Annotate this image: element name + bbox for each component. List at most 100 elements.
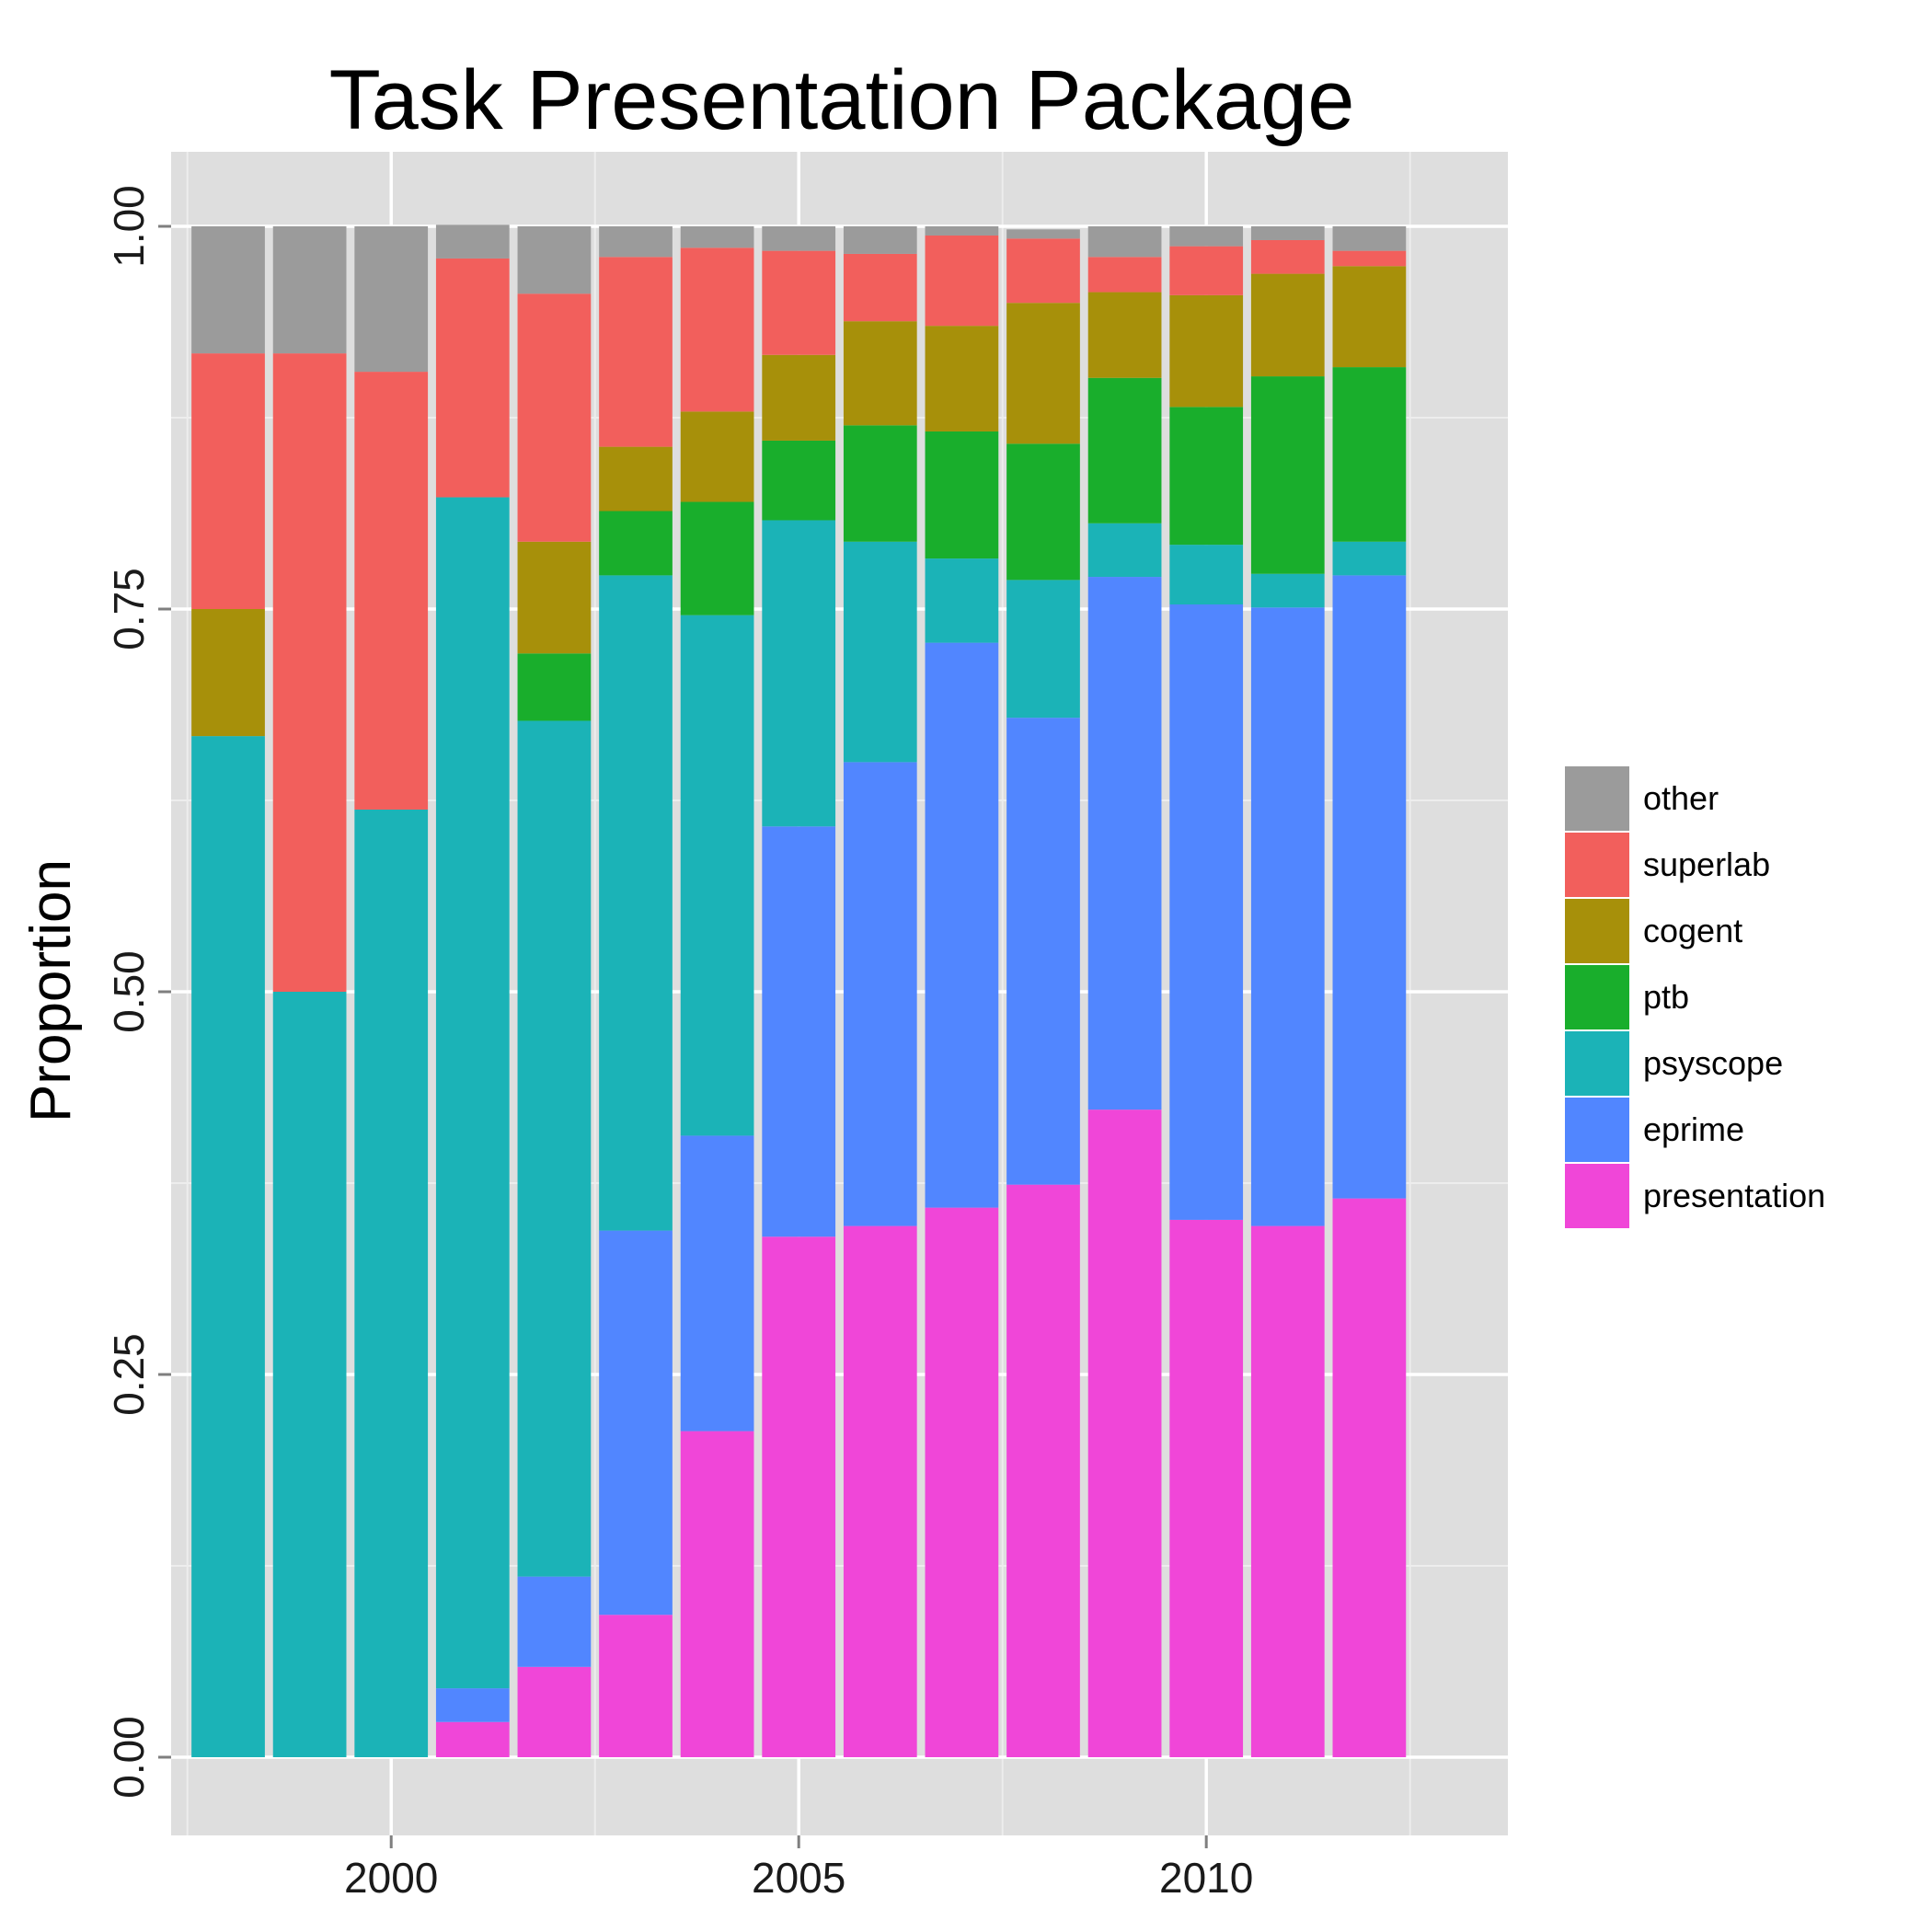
bar-segment-psyscope-2008 bbox=[1006, 580, 1080, 719]
bar-segment-ptb-2012 bbox=[1332, 367, 1407, 542]
bar-segment-eprime-2003 bbox=[599, 1230, 673, 1616]
bar-segment-eprime-2006 bbox=[843, 762, 917, 1226]
legend-label-superlab: superlab bbox=[1643, 845, 1770, 883]
bar-segment-psyscope-2004 bbox=[680, 615, 754, 1136]
bar-segment-ptb-2008 bbox=[1006, 443, 1080, 581]
bar-segment-psyscope-1999 bbox=[272, 992, 347, 1757]
bar-segment-superlab-2008 bbox=[1006, 238, 1080, 304]
bar-segment-psyscope-2001 bbox=[435, 497, 510, 1689]
bar-segment-eprime-2008 bbox=[1006, 718, 1080, 1185]
bar-segment-cogent-2009 bbox=[1087, 292, 1162, 378]
legend-label-cogent: cogent bbox=[1643, 912, 1742, 949]
bar-segment-presentation-2010 bbox=[1169, 1219, 1244, 1757]
bar-segment-presentation-2004 bbox=[680, 1431, 754, 1757]
bar-segment-other-2005 bbox=[762, 226, 836, 251]
bar-segment-other-1998 bbox=[191, 226, 265, 354]
bar-segment-eprime-2007 bbox=[925, 642, 999, 1208]
bar-segment-psyscope-2009 bbox=[1087, 523, 1162, 578]
bar-segment-eprime-2002 bbox=[517, 1576, 592, 1667]
legend-key-ptb bbox=[1563, 963, 1631, 1031]
bar-segment-eprime-2011 bbox=[1250, 607, 1325, 1226]
bar-segment-other-2004 bbox=[680, 226, 754, 248]
bar-segment-other-1999 bbox=[272, 226, 347, 354]
bar-segment-cogent-2005 bbox=[762, 354, 836, 441]
bar-segment-presentation-2012 bbox=[1332, 1198, 1407, 1757]
bar-segment-superlab-2004 bbox=[680, 247, 754, 412]
y-tick-label: 0.50 bbox=[105, 950, 153, 1033]
bar-segment-presentation-2007 bbox=[925, 1207, 999, 1757]
bar-segment-cogent-2010 bbox=[1169, 294, 1244, 408]
y-tick-label: 0.75 bbox=[105, 568, 153, 650]
bar-segment-ptb-2002 bbox=[517, 653, 592, 721]
bar-segment-ptb-2003 bbox=[599, 511, 673, 576]
bar-segment-other-2000 bbox=[354, 226, 429, 373]
legend: other superlab cogent ptb psyscope eprime pres… bbox=[1563, 765, 1825, 1230]
bar-segment-cogent-2006 bbox=[843, 321, 917, 426]
bar-segment-superlab-2006 bbox=[843, 253, 917, 322]
bar-segment-ptb-2009 bbox=[1087, 377, 1162, 523]
bar-segment-other-2010 bbox=[1169, 226, 1244, 247]
bar-segment-psyscope-2000 bbox=[354, 809, 429, 1757]
legend-key-cogent bbox=[1563, 897, 1631, 965]
bar-segment-ptb-2010 bbox=[1169, 407, 1244, 546]
bar-segment-eprime-2005 bbox=[762, 826, 836, 1237]
legend-label-psyscope: psyscope bbox=[1643, 1044, 1783, 1082]
bar-segment-superlab-2005 bbox=[762, 250, 836, 355]
bar-segment-psyscope-2010 bbox=[1169, 545, 1244, 605]
bar-segment-psyscope-1998 bbox=[191, 736, 265, 1757]
bar-segment-psyscope-2005 bbox=[762, 520, 836, 827]
y-tick-label: 0.25 bbox=[105, 1333, 153, 1416]
bar-segment-ptb-2006 bbox=[843, 425, 917, 542]
bar-segment-psyscope-2006 bbox=[843, 541, 917, 763]
bar-segment-ptb-2007 bbox=[925, 431, 999, 559]
bar-segment-cogent-2012 bbox=[1332, 266, 1407, 368]
bar-segment-superlab-2009 bbox=[1087, 257, 1162, 293]
bar-segment-eprime-2001 bbox=[435, 1688, 510, 1722]
x-tick-label: 2010 bbox=[1159, 1854, 1253, 1902]
bar-segment-ptb-2011 bbox=[1250, 376, 1325, 574]
bar-segment-superlab-1998 bbox=[191, 353, 265, 609]
bar-segment-superlab-2007 bbox=[925, 235, 999, 327]
bar-segment-other-2008 bbox=[1006, 229, 1080, 239]
legend-label-other: other bbox=[1643, 779, 1719, 817]
bar-segment-superlab-2000 bbox=[354, 372, 429, 810]
bar-segment-cogent-2002 bbox=[517, 541, 592, 654]
bar-segment-presentation-2001 bbox=[435, 1721, 510, 1757]
bar-segment-other-2001 bbox=[435, 224, 510, 259]
bar-segment-psyscope-2011 bbox=[1250, 573, 1325, 608]
bar-segment-psyscope-2012 bbox=[1332, 541, 1407, 576]
bar-segment-cogent-2003 bbox=[599, 446, 673, 512]
bar-segment-ptb-2005 bbox=[762, 440, 836, 521]
bar-segment-other-2002 bbox=[517, 226, 592, 294]
legend-key-superlab bbox=[1563, 831, 1631, 899]
x-axis: 2000 2005 2010 bbox=[344, 1835, 1253, 1902]
y-axis-title: Proportion bbox=[19, 859, 83, 1122]
legend-label-ptb: ptb bbox=[1643, 978, 1689, 1016]
y-tick-label: 1.00 bbox=[105, 185, 153, 268]
bar-segment-superlab-2012 bbox=[1332, 250, 1407, 267]
legend-key-other bbox=[1563, 765, 1631, 833]
bar-segment-other-2011 bbox=[1250, 226, 1325, 240]
bar-segment-superlab-2011 bbox=[1250, 239, 1325, 274]
bar-segment-cogent-2011 bbox=[1250, 273, 1325, 377]
bar-segment-presentation-2011 bbox=[1250, 1225, 1325, 1757]
bars bbox=[191, 224, 1407, 1757]
bar-segment-superlab-2001 bbox=[435, 258, 510, 498]
bar-segment-other-2006 bbox=[843, 226, 917, 254]
legend-label-eprime: eprime bbox=[1643, 1110, 1744, 1148]
bar-segment-cogent-1998 bbox=[191, 609, 265, 737]
legend-key-psyscope bbox=[1563, 1029, 1631, 1098]
bar-segment-other-2003 bbox=[599, 226, 673, 258]
bar-segment-other-2007 bbox=[925, 226, 999, 236]
bar-segment-psyscope-2003 bbox=[599, 575, 673, 1231]
bar-segment-presentation-2003 bbox=[599, 1615, 673, 1757]
bar-segment-superlab-2010 bbox=[1169, 246, 1244, 295]
bar-segment-eprime-2010 bbox=[1169, 604, 1244, 1220]
bar-segment-presentation-2002 bbox=[517, 1666, 592, 1757]
bar-segment-psyscope-2002 bbox=[517, 720, 592, 1577]
bar-segment-cogent-2004 bbox=[680, 411, 754, 502]
bar-segment-ptb-2004 bbox=[680, 501, 754, 615]
legend-label-presentation: presentation bbox=[1643, 1177, 1825, 1214]
bar-segment-presentation-2005 bbox=[762, 1236, 836, 1757]
